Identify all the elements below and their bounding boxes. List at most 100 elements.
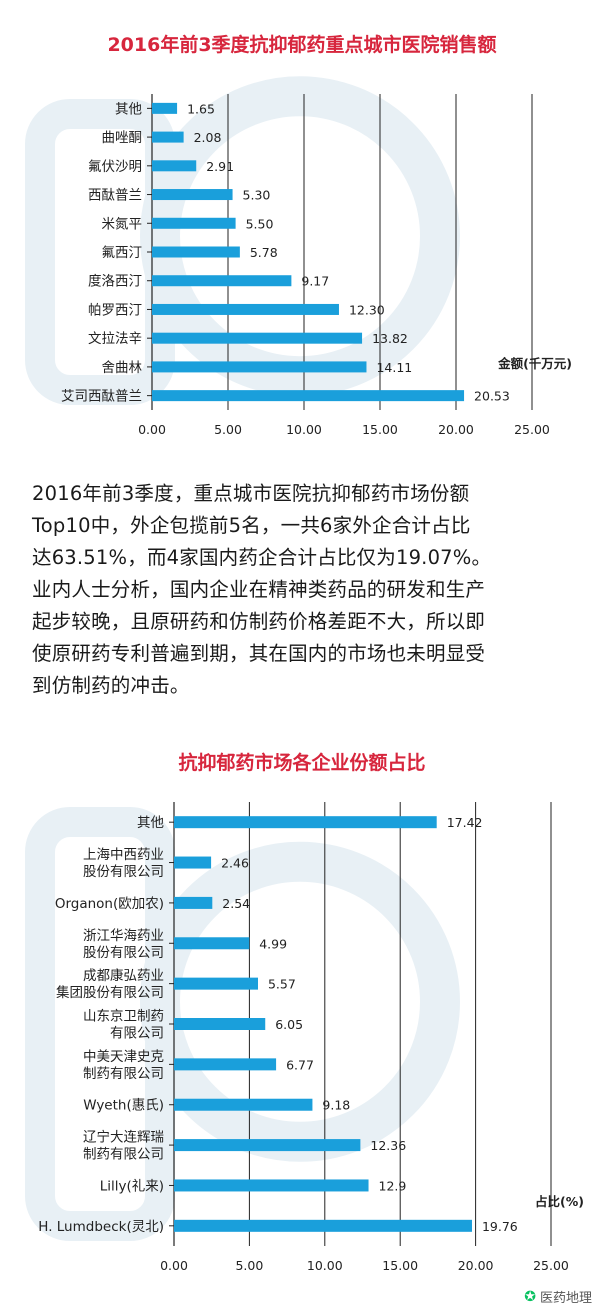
- category-label: 曲唑酮: [102, 130, 143, 146]
- bar: [152, 361, 367, 373]
- category-label: 氟伏沙明: [88, 159, 142, 175]
- bar: [174, 1219, 472, 1232]
- x-tick-label: 10.00: [286, 422, 322, 437]
- sales-chart-title: 2016年前3季度抗抑郁药重点城市医院销售额: [107, 34, 497, 56]
- category-label: 其他: [115, 101, 142, 117]
- sales-chart: 2016年前3季度抗抑郁药重点城市医院销售额 0.00 5.00 10.00 15.0…: [0, 0, 604, 462]
- bar: [152, 390, 465, 402]
- x-tick-label: 20.00: [438, 422, 474, 437]
- x-tick-label: 10.00: [307, 1258, 343, 1273]
- data-label: 9.18: [322, 1098, 350, 1113]
- category-label: 集团股份有限公司: [56, 985, 164, 1001]
- bar: [152, 217, 236, 229]
- bar: [152, 160, 197, 172]
- data-label: 12.9: [379, 1178, 407, 1193]
- data-label: 5.57: [268, 977, 296, 992]
- category-label: Lilly(礼来): [100, 1178, 164, 1194]
- data-label: 2.91: [206, 159, 234, 174]
- article-line: 2016年前3季度，重点城市医院抗抑郁药市场份额: [32, 482, 470, 505]
- category-label: 度洛西汀: [88, 274, 142, 290]
- data-label: 19.76: [482, 1219, 518, 1234]
- sales-chart-plot: 0.00 5.00 10.00 15.00 20.00 25.00 1.65 其他 2.08 曲唑…: [25, 76, 572, 437]
- category-label: Wyeth(惠氏): [83, 1098, 164, 1114]
- bar: [174, 816, 437, 829]
- footer-text: 医药地理: [539, 1291, 592, 1306]
- bar: [174, 896, 213, 909]
- category-label: 中美天津史克: [83, 1049, 164, 1065]
- data-label: 5.78: [250, 245, 278, 260]
- category-label: 成都康弘药业: [83, 967, 164, 984]
- bar: [152, 246, 240, 258]
- article-line: 业内人士分析，国内企业在精神类药品的研发和生产: [32, 578, 486, 601]
- category-label: 帕罗西汀: [88, 302, 142, 318]
- data-label: 20.53: [474, 389, 510, 404]
- data-label: 4.99: [259, 936, 287, 951]
- x-tick-label: 25.00: [533, 1258, 569, 1273]
- data-label: 1.65: [187, 101, 215, 116]
- category-label: 山东京卫制药: [83, 1009, 164, 1025]
- category-label: 股份有限公司: [83, 945, 164, 961]
- category-label: Organon(欧加农): [55, 896, 164, 912]
- unit-label: 金额(千万元): [497, 356, 572, 371]
- category-label: 上海中西药业: [83, 847, 164, 863]
- data-label: 9.17: [301, 274, 329, 289]
- category-label: 有限公司: [110, 1026, 164, 1042]
- x-tick-label: 15.00: [382, 1258, 418, 1273]
- x-tick-label: 5.00: [235, 1258, 263, 1273]
- article-text: 2016年前3季度，重点城市医院抗抑郁药市场份额 Top10中，外企包揽前5名，…: [32, 478, 584, 702]
- data-label: 2.54: [222, 896, 250, 911]
- category-label: 文拉法辛: [88, 331, 142, 347]
- category-label: 其他: [137, 815, 164, 831]
- data-label: 12.30: [349, 302, 385, 317]
- article-line: Top10中，外企包揽前5名，一共6家外企合计占比: [32, 514, 471, 537]
- category-label: 舍曲林: [102, 360, 143, 376]
- watermark-shape: [25, 807, 175, 1241]
- x-tick-label: 5.00: [214, 422, 242, 437]
- bar: [174, 937, 250, 950]
- x-tick-label: 20.00: [458, 1258, 494, 1273]
- x-tick-label: 15.00: [362, 422, 398, 437]
- bar: [174, 1018, 266, 1030]
- article-line: 到仿制药的冲击。: [32, 674, 190, 697]
- bar: [152, 303, 339, 315]
- bar: [174, 1179, 369, 1192]
- bar: [174, 1058, 277, 1071]
- share-chart-title: 抗抑郁药市场各企业份额占比: [178, 752, 426, 774]
- bar: [152, 332, 363, 344]
- data-label: 5.30: [243, 188, 271, 203]
- article-line: 起步较晚，且原研药和仿制药价格差距不大，所以即: [32, 610, 486, 633]
- data-label: 6.77: [286, 1057, 314, 1072]
- bar: [174, 1098, 313, 1111]
- data-label: 2.46: [221, 856, 249, 871]
- wechat-icon: ✪: [524, 1288, 536, 1305]
- category-label: 米氮平: [102, 216, 143, 232]
- share-chart: 抗抑郁药市场各企业份额占比 0.00 5.00 10.00 15.00 20.00 25.…: [0, 740, 604, 1314]
- category-label: 辽宁大连辉瑞: [83, 1129, 164, 1146]
- x-tick-label: 0.00: [138, 422, 166, 437]
- share-chart-plot: 0.00 5.00 10.00 15.00 20.00 25.00 17.42 其他 2.46 上…: [25, 802, 584, 1273]
- category-label: 浙江华海药业: [83, 928, 164, 944]
- data-label: 5.50: [246, 216, 274, 231]
- footer-logo: ✪ 医药地理: [524, 1287, 592, 1307]
- category-label: 氟西汀: [102, 245, 143, 261]
- data-label: 6.05: [275, 1017, 303, 1032]
- category-label: 制药有限公司: [83, 1147, 164, 1163]
- data-label: 13.82: [372, 331, 408, 346]
- unit-label: 占比(%): [535, 1194, 584, 1209]
- data-label: 17.42: [447, 815, 483, 830]
- bar: [174, 977, 258, 990]
- x-tick-label: 0.00: [160, 1258, 188, 1273]
- bar: [152, 189, 233, 201]
- category-label: 艾司西酞普兰: [61, 389, 142, 405]
- article-line: 达63.51%，而4家国内药企合计占比仅为19.07%。: [32, 546, 492, 569]
- category-label: H. Lumdbeck(灵北): [38, 1219, 164, 1235]
- category-label: 股份有限公司: [83, 864, 164, 880]
- category-label: 制药有限公司: [83, 1066, 164, 1082]
- data-label: 14.11: [376, 360, 412, 375]
- bar: [152, 275, 292, 287]
- bar: [174, 856, 212, 869]
- article-line: 使原研药专利普遍到期，其在国内的市场也未明显受: [32, 642, 486, 665]
- bar: [152, 131, 184, 143]
- x-tick-label: 25.00: [514, 422, 550, 437]
- category-label: 西酞普兰: [88, 188, 142, 204]
